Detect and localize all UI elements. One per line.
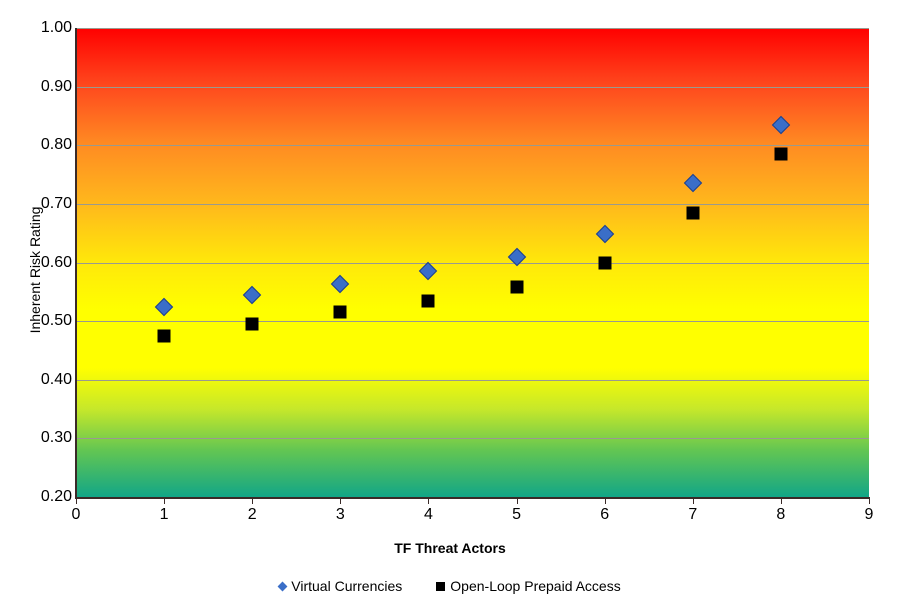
data-point-marker [157,329,171,343]
x-tick-label: 5 [512,506,521,523]
y-tick-label: 0.80 [40,136,72,154]
x-axis-title: TF Threat Actors [394,540,506,556]
y-tick-label: 0.90 [40,77,72,95]
x-tick-mark [604,499,606,504]
y-tick-label: 0.50 [40,312,72,330]
gridline [76,203,869,205]
y-tick-label: 0.30 [40,429,72,447]
x-tick-mark [516,499,518,504]
x-tick-mark [780,499,782,504]
y-tick-label: 0.20 [40,488,72,505]
x-tick-label: 1 [159,506,169,523]
gridline [76,438,869,440]
gridline [76,321,869,323]
x-tick-label: 4 [423,506,433,523]
x-axis-line [76,497,870,499]
data-point-marker [333,305,347,319]
y-tick-label: 0.40 [40,370,72,388]
gridline [76,379,869,381]
y-axis-tick-labels: 0.20 0.30 0.40 0.50 0.60 0.70 0.80 0.90 1.00 [0,0,72,608]
x-tick-label: 9 [864,506,874,523]
y-tick-label: 0.60 [40,253,72,271]
x-tick-mark [164,499,166,504]
data-point-marker [598,256,612,270]
x-tick-label: 0 [71,506,81,523]
gridline [76,28,869,29]
plot-area [76,28,869,497]
data-point-marker [421,294,435,308]
x-tick-mark [340,499,342,504]
x-tick-label: 8 [776,506,786,523]
x-tick-mark [252,499,254,504]
x-tick-label: 2 [247,506,257,523]
gridline [76,86,869,88]
legend-label: Open-Loop Prepaid Access [450,578,621,594]
y-axis-line [75,28,77,499]
legend-entry-virtual-currencies: Virtual Currencies [277,578,403,594]
data-point-marker [686,206,700,220]
legend-label: Virtual Currencies [291,578,403,594]
x-tick-label: 6 [600,506,610,523]
gridline [76,145,869,147]
legend-entry-open-loop-prepaid-access: Open-Loop Prepaid Access [436,578,621,594]
y-tick-label: 0.70 [40,194,72,212]
y-tick-label: 1.00 [40,19,72,36]
x-tick-mark [869,499,870,504]
gridline [76,262,869,264]
x-tick-mark [76,499,77,504]
square-marker-icon [436,581,446,591]
data-point-marker [774,147,788,161]
x-tick-mark [692,499,694,504]
diamond-marker-icon [277,581,288,591]
data-point-marker [245,317,259,331]
x-tick-mark [428,499,430,504]
x-tick-label: 7 [688,506,698,523]
chart-legend: Virtual Currencies Open-Loop Prepaid Acc… [0,578,900,594]
x-axis-tick-labels: 0 1 2 3 4 5 6 7 8 9 [0,506,900,528]
data-point-marker [510,280,524,294]
x-tick-label: 3 [335,506,345,523]
